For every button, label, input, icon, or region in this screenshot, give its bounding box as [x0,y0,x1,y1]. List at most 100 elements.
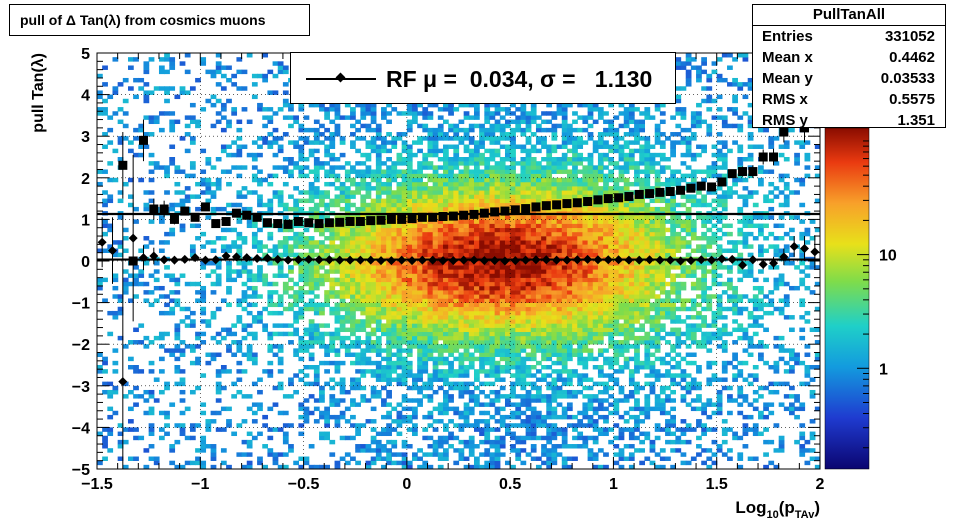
stats-key: RMS y [762,112,808,129]
rms-point [221,216,231,226]
rms-point [603,194,613,204]
mean-point [417,255,427,265]
rms-point [500,206,510,216]
mean-point [562,255,572,265]
colorbar-frame [824,127,870,470]
mean-point [727,254,737,264]
rms-point [386,214,396,224]
mean-point [376,256,386,266]
y-tick-label: −4 [72,420,90,437]
rms-point [366,216,376,226]
rms-point [180,206,190,216]
mean-point [366,255,376,265]
mean-point [552,255,562,265]
stats-row-entries: Entries 331052 [753,26,945,47]
colorbar-tick-label: 10 [879,248,897,265]
rms-point [428,212,438,222]
mean-point [324,255,334,265]
rms-point [510,205,520,215]
mean-point [231,252,241,262]
rms-point [159,204,169,214]
rms-point [335,217,345,227]
x-tick-label: −1.5 [81,476,113,493]
stats-row-mean-y: Mean y 0.03533 [753,68,945,89]
mean-point [624,255,634,265]
chart-title: pull of Δ Tan(λ) from cosmics muons [9,4,310,36]
y-tick-label: 3 [81,129,90,146]
rms-point [645,189,655,199]
rms-point [149,204,159,214]
rms-point [355,216,365,226]
rms-point [304,218,314,228]
mean-point [262,253,272,263]
mean-point [304,254,314,264]
stats-value: 1.351 [897,112,935,129]
rms-point [273,219,283,229]
y-tick-label: −2 [72,337,90,354]
stats-value: 0.03533 [880,70,935,87]
mean-point [159,255,169,265]
rms-point [231,208,241,218]
rms-point [696,181,706,191]
legend-diamond-marker [335,72,346,83]
mean-point [252,254,262,264]
rms-point [293,216,303,226]
rms-point [190,212,200,222]
rms-point [614,193,624,203]
rms-point [572,198,582,208]
rms-point [707,182,717,192]
mean-point [800,244,810,254]
mean-point [438,256,448,266]
rms-point [583,197,593,207]
mean-point [448,256,458,266]
mean-point [107,246,117,256]
rms-point [665,187,675,197]
mean-point [138,253,148,263]
stats-value: 0.4462 [889,49,935,66]
x-tick-label: 1.5 [706,476,728,493]
x-tick-label: −0.5 [288,476,320,493]
x-tick-label: 0 [402,476,411,493]
rms-point [552,200,562,210]
rms-point [521,204,531,214]
mean-point [707,255,717,265]
mean-point [490,256,500,266]
rms-point [490,207,500,217]
legend-entry: RF μ = 0.034, σ = 1.130 [386,66,653,92]
mean-point [200,255,210,265]
stats-key: Mean x [762,49,813,66]
mean-point [469,255,479,265]
rms-point [748,167,758,177]
mean-point [676,256,686,266]
rms-point [448,211,458,221]
rms-point [128,256,138,266]
mean-point [789,241,799,251]
stats-key: RMS x [762,91,808,108]
rms-point [438,211,448,221]
y-axis-label: pull Tan(λ) [30,53,47,133]
x-axis-label-end: ) [814,498,820,517]
x-axis-label-mid: (p [779,498,795,517]
mean-point [738,260,748,270]
rms-point [345,216,355,226]
mean-point [510,256,520,266]
x-tick-label: 0.5 [499,476,521,493]
rms-point [686,183,696,193]
rms-point [283,219,293,229]
mean-point [769,258,779,268]
rms-point [252,212,262,222]
mean-point [779,252,789,262]
y-tick-label: 5 [81,46,90,63]
mean-point [407,256,417,266]
mean-point [118,377,128,387]
mean-point [479,256,489,266]
rms-point [593,195,603,205]
x-tick-label: −1 [191,476,209,493]
mean-point [810,247,820,257]
mean-point [686,256,696,266]
mean-point [221,251,231,261]
mean-point [717,254,727,264]
rms-point [324,218,334,228]
mean-point [355,255,365,265]
stats-box: PullTanAll Entries 331052 Mean x 0.4462 … [752,4,946,129]
